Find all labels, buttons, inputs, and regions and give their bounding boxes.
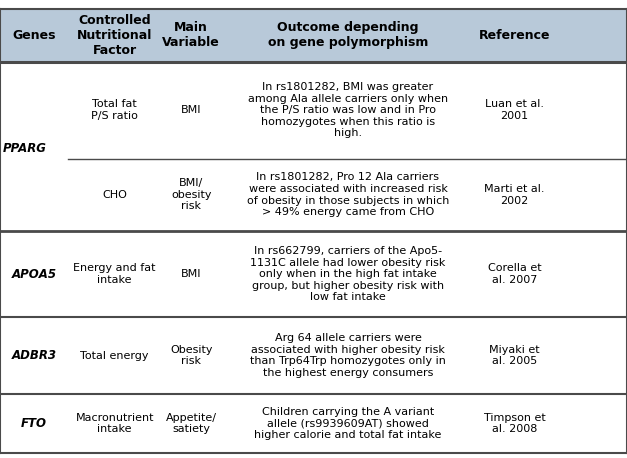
Text: BMI: BMI xyxy=(181,105,201,115)
Text: FTO: FTO xyxy=(21,417,47,430)
Text: PPARG: PPARG xyxy=(3,142,47,155)
Text: Total fat
P/S ratio: Total fat P/S ratio xyxy=(92,99,138,121)
Text: BMI: BMI xyxy=(181,269,201,279)
Text: Obesity
risk: Obesity risk xyxy=(170,345,213,366)
Text: Timpson et
al. 2008: Timpson et al. 2008 xyxy=(483,413,545,434)
Text: Miyaki et
al. 2005: Miyaki et al. 2005 xyxy=(489,345,540,366)
Text: Main
Variable: Main Variable xyxy=(162,22,220,49)
Text: Corella et
al. 2007: Corella et al. 2007 xyxy=(488,263,541,285)
Text: ADBR3: ADBR3 xyxy=(11,349,56,362)
Text: Outcome depending
on gene polymorphism: Outcome depending on gene polymorphism xyxy=(268,22,428,49)
Text: In rs1801282, Pro 12 Ala carriers
were associated with increased risk
of obesity: In rs1801282, Pro 12 Ala carriers were a… xyxy=(247,172,449,217)
Text: APOA5: APOA5 xyxy=(11,267,56,281)
Text: Reference: Reference xyxy=(478,29,551,42)
Text: Total energy: Total energy xyxy=(80,350,149,360)
Text: Energy and fat
intake: Energy and fat intake xyxy=(73,263,156,285)
Text: Genes: Genes xyxy=(12,29,56,42)
Text: CHO: CHO xyxy=(102,190,127,200)
Text: Macronutrient
intake: Macronutrient intake xyxy=(75,413,154,434)
Text: Luan et al.
2001: Luan et al. 2001 xyxy=(485,99,544,121)
Text: Children carrying the A variant
allele (rs9939609AT) showed
higher calorie and t: Children carrying the A variant allele (… xyxy=(255,407,441,440)
Bar xyxy=(0,9,627,62)
Text: In rs1801282, BMI was greater
among Ala allele carriers only when
the P/S ratio : In rs1801282, BMI was greater among Ala … xyxy=(248,82,448,138)
Text: Controlled
Nutritional
Factor: Controlled Nutritional Factor xyxy=(77,14,152,57)
Text: Arg 64 allele carriers were
associated with higher obesity risk
than Trp64Trp ho: Arg 64 allele carriers were associated w… xyxy=(250,333,446,378)
Text: BMI/
obesity
risk: BMI/ obesity risk xyxy=(171,178,211,211)
Text: Appetite/
satiety: Appetite/ satiety xyxy=(166,413,217,434)
Text: Marti et al.
2002: Marti et al. 2002 xyxy=(484,184,545,206)
Text: In rs662799, carriers of the Apo5-
1131C allele had lower obesity risk
only when: In rs662799, carriers of the Apo5- 1131C… xyxy=(250,246,446,302)
